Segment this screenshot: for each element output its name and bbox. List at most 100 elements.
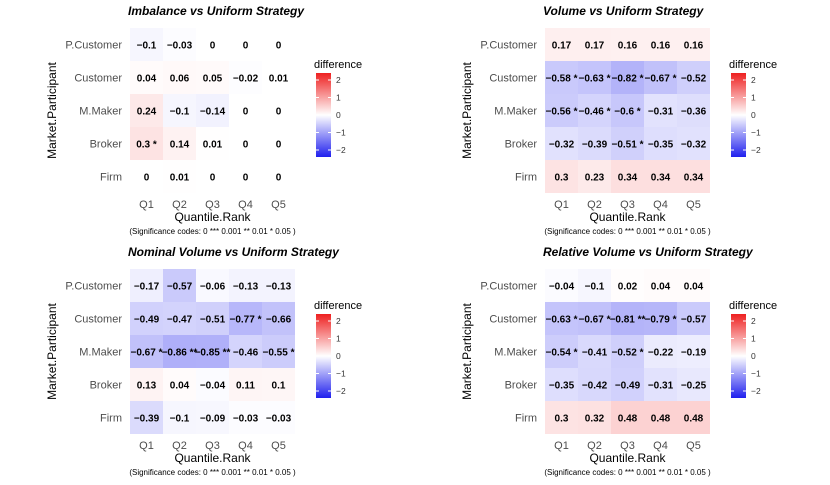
legend-colorbar [316, 73, 331, 157]
heatmap-cell [163, 160, 196, 193]
heatmap-cell [644, 127, 677, 160]
cell-value-label: −0.13 [266, 282, 292, 293]
color-legend: difference 2 1 0 −1 −2 [314, 59, 362, 157]
cell-value-label: −0.22 [648, 348, 674, 359]
heatmap-cell [130, 401, 163, 434]
heatmap-cell [611, 401, 644, 434]
cell-value-label: −0.79 * [645, 315, 677, 326]
y-tick-label: Firm [100, 413, 122, 425]
y-tick-label: Broker [90, 139, 123, 151]
cell-value-label: −0.63 * [579, 74, 611, 85]
cell-value-label: −0.36 [681, 107, 707, 118]
cell-value-label: 0.34 [618, 173, 638, 184]
cell-value-label: −0.47 [167, 315, 193, 326]
heatmap-panel-4: Relative Volume vs Uniform Strategy Marke… [460, 245, 777, 477]
x-axis-label: Quantile.Rank [589, 451, 666, 465]
heatmap-cell [196, 94, 229, 127]
y-tick-label: Customer [489, 73, 537, 85]
legend-tick-label: 2 [336, 316, 341, 326]
cell-value-label: 0.04 [170, 381, 190, 392]
cell-value-label: 0.34 [684, 173, 704, 184]
cell-value-label: 0.1 [272, 381, 286, 392]
heatmap-cell [229, 94, 262, 127]
cell-value-label: 0 [210, 173, 216, 184]
y-tick-label: Customer [74, 73, 122, 85]
legend-tick-label: 1 [751, 93, 756, 103]
legend-tick-label: 2 [336, 75, 341, 85]
cell-value-label: −0.66 [266, 315, 292, 326]
heatmap-cell [262, 401, 295, 434]
heatmap-cell [578, 28, 611, 61]
heatmap-cell [262, 302, 295, 335]
x-axis-label: Quantile.Rank [174, 451, 251, 465]
heatmap-cell [196, 127, 229, 160]
cell-value-label: 0.05 [203, 74, 223, 85]
y-tick-label: P.Customer [65, 281, 122, 293]
y-tick-label: M.Maker [494, 106, 537, 118]
legend-tick-label: 1 [336, 334, 341, 344]
cell-value-label: 0.06 [170, 74, 190, 85]
cell-value-label: 0.14 [170, 140, 190, 151]
cell-value-label: −0.25 [681, 381, 707, 392]
x-tick-label: Q4 [653, 199, 668, 211]
cell-value-label: 0.23 [585, 173, 605, 184]
significance-footnote: (Significance codes: 0 *** 0.001 ** 0.01… [544, 227, 711, 236]
x-tick-label: Q3 [205, 440, 220, 452]
heatmap-panel-3: Nominal Volume vs Uniform Strategy Market… [45, 245, 362, 477]
y-tick-label: Firm [515, 172, 537, 184]
heatmap-cell [677, 94, 710, 127]
heatmap-cell [196, 28, 229, 61]
cell-value-label: 0.02 [618, 282, 638, 293]
cell-value-label: 0 [144, 173, 150, 184]
heatmap-cell [611, 269, 644, 302]
panel-title: Imbalance vs Uniform Strategy [128, 4, 305, 18]
cell-value-label: −0.41 [582, 348, 608, 359]
cell-value-label: 0 [243, 41, 249, 52]
cell-value-label: −0.52 [681, 74, 707, 85]
heatmap-cell [229, 335, 262, 368]
heatmap-cell [677, 401, 710, 434]
cell-value-label: −0.13 [233, 282, 259, 293]
cell-value-label: 0.13 [137, 381, 157, 392]
cell-value-label: −0.39 [582, 140, 608, 151]
heatmap-cell [545, 28, 578, 61]
heatmap-cell [229, 160, 262, 193]
heatmap-cell [196, 401, 229, 434]
cell-value-label: 0 [276, 173, 282, 184]
legend-tick-label: 2 [751, 316, 756, 326]
legend-title: difference [314, 59, 362, 71]
cell-value-label: −0.1 [137, 41, 157, 52]
x-tick-label: Q1 [554, 199, 569, 211]
heatmap-cell [130, 302, 163, 335]
heatmap-cell [677, 160, 710, 193]
cell-value-label: −0.67 * [131, 348, 163, 359]
heatmap-cell [163, 28, 196, 61]
heatmap-cell [262, 368, 295, 401]
color-legend: difference 2 1 0 −1 −2 [314, 300, 362, 398]
heatmap-cell [644, 94, 677, 127]
cell-value-label: −0.17 [134, 282, 160, 293]
cell-value-label: −0.1 [170, 107, 190, 118]
x-tick-label: Q5 [271, 199, 286, 211]
cell-value-label: 0.04 [651, 282, 671, 293]
cell-value-label: 0.48 [651, 414, 671, 425]
heatmap-cell [262, 127, 295, 160]
x-tick-label: Q4 [653, 440, 668, 452]
heatmap-cell [196, 160, 229, 193]
heatmap-cell [130, 160, 163, 193]
heatmap-cell [130, 269, 163, 302]
heatmap-cell [611, 61, 644, 94]
legend-colorbar [731, 314, 746, 398]
y-tick-label: P.Customer [480, 281, 537, 293]
heatmap-cell [163, 302, 196, 335]
heatmap-cell [611, 160, 644, 193]
cell-value-label: −0.14 [200, 107, 226, 118]
heatmap-cell [130, 61, 163, 94]
heatmap-cell [130, 28, 163, 61]
x-tick-label: Q2 [172, 440, 187, 452]
cell-value-label: −0.52 * [612, 348, 644, 359]
heatmap-cell [644, 401, 677, 434]
heatmap-cell [644, 335, 677, 368]
heatmap-cell [644, 61, 677, 94]
cell-value-label: 0 [210, 41, 216, 52]
